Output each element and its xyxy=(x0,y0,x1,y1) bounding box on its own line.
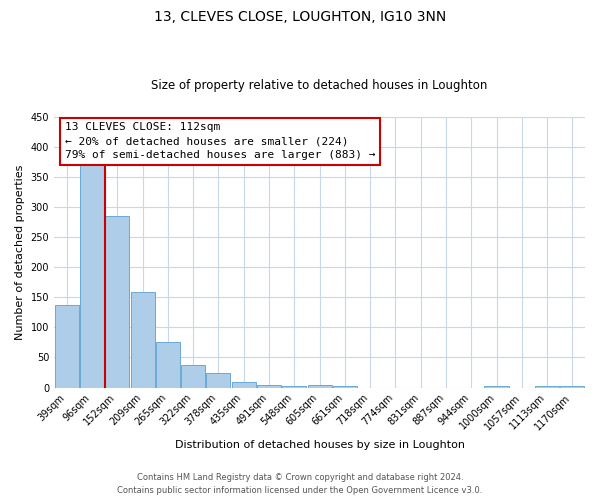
Text: Contains HM Land Registry data © Crown copyright and database right 2024.
Contai: Contains HM Land Registry data © Crown c… xyxy=(118,474,482,495)
Bar xyxy=(156,342,180,388)
Bar xyxy=(105,216,129,388)
Bar xyxy=(80,162,104,388)
Title: Size of property relative to detached houses in Loughton: Size of property relative to detached ho… xyxy=(151,79,488,92)
Bar xyxy=(257,385,281,388)
Bar xyxy=(308,384,332,388)
Bar xyxy=(181,364,205,388)
Bar xyxy=(535,386,559,388)
Bar xyxy=(232,382,256,388)
Bar xyxy=(206,372,230,388)
Bar xyxy=(282,386,306,388)
Bar xyxy=(131,292,155,388)
Bar xyxy=(560,386,584,388)
Y-axis label: Number of detached properties: Number of detached properties xyxy=(15,164,25,340)
Bar xyxy=(484,386,509,388)
Text: 13, CLEVES CLOSE, LOUGHTON, IG10 3NN: 13, CLEVES CLOSE, LOUGHTON, IG10 3NN xyxy=(154,10,446,24)
X-axis label: Distribution of detached houses by size in Loughton: Distribution of detached houses by size … xyxy=(175,440,464,450)
Text: 13 CLEVES CLOSE: 112sqm
← 20% of detached houses are smaller (224)
79% of semi-d: 13 CLEVES CLOSE: 112sqm ← 20% of detache… xyxy=(65,122,375,160)
Bar xyxy=(55,304,79,388)
Bar xyxy=(333,386,357,388)
